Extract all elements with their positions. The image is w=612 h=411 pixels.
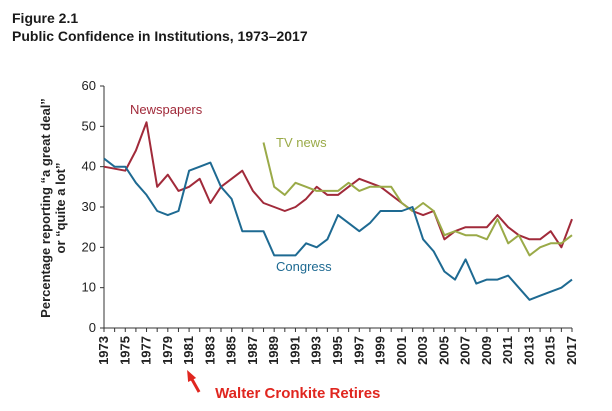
y-tick-label: 40 [82,159,96,174]
x-tick-label: 1985 [224,336,239,365]
x-tick-label: 1999 [373,336,388,365]
x-tick-label: 1991 [287,336,302,365]
newspapers-label: Newspapers [130,102,203,117]
y-tick-label: 10 [82,280,96,295]
x-tick-label: 2017 [564,336,579,365]
figure-title: Public Confidence in Institutions, 1973–… [12,28,308,44]
x-tick-label: 2001 [394,336,409,365]
series-group: Newspapers TV news Congress [103,102,573,301]
y-tick-label: 0 [89,320,96,335]
x-tick-label: 2009 [479,336,494,365]
x-tick-label: 1981 [181,336,196,365]
x-tick-label: 1993 [309,336,324,365]
congress-label: Congress [276,259,332,274]
x-tick-label: 1975 [117,336,132,365]
x-tick-label: 2013 [521,336,536,365]
x-tick-label: 2003 [415,336,430,365]
congress-line [103,157,573,301]
tv-news-label: TV news [276,135,327,150]
x-tick-label: 1989 [266,336,281,365]
y-tick-label: 30 [82,199,96,214]
x-tick-label: 2015 [543,336,558,365]
x-tick-label: 1977 [139,336,154,365]
x-tick-label: 1995 [330,336,345,365]
axes: 0 10 20 30 40 50 60 1973 1975 1977 1979 1981 1983 198… [82,78,579,365]
x-tick-label: 2005 [436,336,451,365]
y-tick-label: 20 [82,239,96,254]
annotation-arrowhead [187,370,197,382]
x-tick-label: 2011 [500,336,515,364]
annotation-group: Walter Cronkite Retires [187,370,380,402]
tv-news-line [262,142,573,257]
x-tick-label: 2007 [458,336,473,365]
newspapers-line [103,121,573,249]
x-tick-label: 1997 [351,336,366,365]
x-tick-label: 1983 [202,336,217,365]
x-tick-label: 1987 [245,336,260,365]
figure-label: Figure 2.1 [12,10,79,26]
y-axis-label-line-1: Percentage reporting “a great deal” [38,98,53,318]
x-tick-label: 1973 [96,336,111,365]
x-tick-label: 1979 [160,336,175,365]
y-tick-label: 50 [82,118,96,133]
y-axis-label-line-2: or “quite a lot” [53,163,68,254]
y-tick-label: 60 [82,78,96,93]
annotation-text: Walter Cronkite Retires [215,385,380,402]
